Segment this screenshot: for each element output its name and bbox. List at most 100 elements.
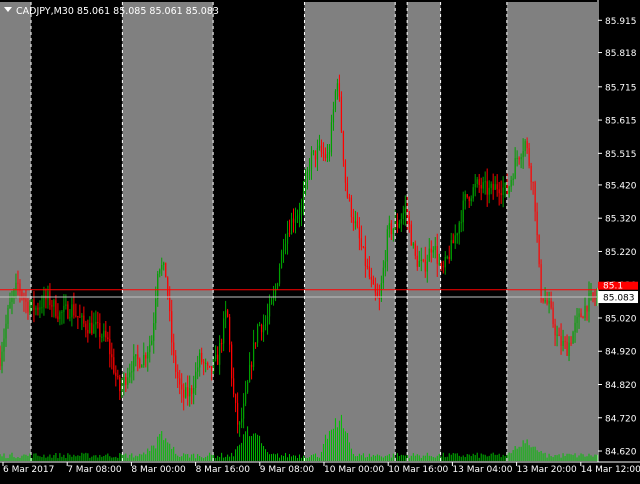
candle-body [89,322,91,334]
candle-body [370,276,372,280]
candle-body [129,372,131,378]
price-tick-label: 84.720 [605,414,637,424]
candle-body [532,181,534,183]
candle-body [79,316,81,318]
price-tick-label: 84.920 [605,348,637,358]
session-band [407,2,441,461]
candle-body [534,182,536,212]
candle-body [286,232,289,244]
candle-body [278,267,281,284]
candle-body [233,378,235,395]
candle-body [163,262,165,266]
candle-body [346,182,349,198]
candle-body [570,342,572,344]
candle-body [594,297,596,300]
candle-body [576,316,578,323]
candle-body [189,388,191,397]
session-band [0,2,32,461]
candle-body [564,340,566,342]
candle-body [432,250,434,253]
candle-body [402,213,404,219]
candle-body [109,339,111,355]
candle-body [468,197,470,202]
candle-body [99,322,101,337]
time-tick-label: 7 Mar 08:00 [67,465,122,475]
candle-body [157,273,159,299]
candle-body [556,334,558,336]
candle-body [522,151,524,158]
candle-body [356,221,359,227]
candle-body [59,312,61,320]
candle-body [562,340,564,346]
candle-body [512,178,514,181]
candle-body [41,307,43,309]
chart-title: CADJPY,M30 85.061 85.085 85.061 85.083 [16,6,219,17]
candle-body [440,263,442,267]
candle-body [328,152,331,155]
candle-body [33,299,35,310]
candle-body [276,283,279,289]
candle-body [368,266,370,277]
time-axis-labels[interactable]: 6 Mar 2017 7 Mar 08:00 8 Mar 00:00 8 Mar 16… [2,462,640,475]
candle-body [412,243,414,246]
time-tick-label: 6 Mar 2017 [3,465,54,475]
time-tick-label: 10 Mar 00:00 [324,465,384,475]
candle-body [442,266,444,268]
candle-body [446,256,448,258]
candle-body [237,402,239,425]
candle-body [410,224,412,246]
volume-bars [0,414,598,461]
candle-body [131,371,133,373]
candle-body [139,359,141,368]
candle-body [238,422,241,425]
price-axis[interactable] [598,0,640,480]
candle-body [121,385,123,392]
candle-body [266,316,269,325]
candle-body [209,365,211,367]
candle-body [123,377,125,386]
candle-body [185,387,187,398]
candle-body [358,226,360,239]
candle-body [526,141,528,149]
candle-body [342,131,345,161]
candle-body [470,198,472,202]
candle-body [127,377,129,385]
candle-body [384,261,386,268]
candle-body [450,240,452,260]
candle-body [19,283,21,292]
candle-body [159,269,161,274]
candle-body [55,300,57,317]
candle-body [302,191,305,206]
candle-body [37,307,39,310]
candle-body [476,179,478,185]
candle-body [83,315,85,324]
candle-body [418,260,420,267]
candle-body [304,178,307,192]
candle-body [254,342,257,344]
candle-body [27,301,29,313]
triangle-down-icon[interactable] [4,7,12,12]
candle-body [75,315,77,317]
candle-body [21,291,23,297]
candle-body [462,200,464,223]
candle-body [199,352,201,368]
candle-body [536,211,538,236]
candle-body [548,300,550,304]
candle-body [240,418,243,423]
candle-body [13,289,15,298]
candle-body [568,342,570,356]
candle-body [73,304,75,316]
candle-body [334,91,337,110]
candle-body [306,171,309,179]
candle-body [364,246,366,266]
candle-body [492,183,494,190]
candle-body [520,157,522,160]
candle-body [229,316,231,345]
candle-body [85,323,87,330]
candle-body [248,364,251,382]
candle-body [193,387,195,394]
price-tick-label: 85.020 [605,314,637,324]
time-tick-label: 13 Mar 04:00 [452,465,512,475]
